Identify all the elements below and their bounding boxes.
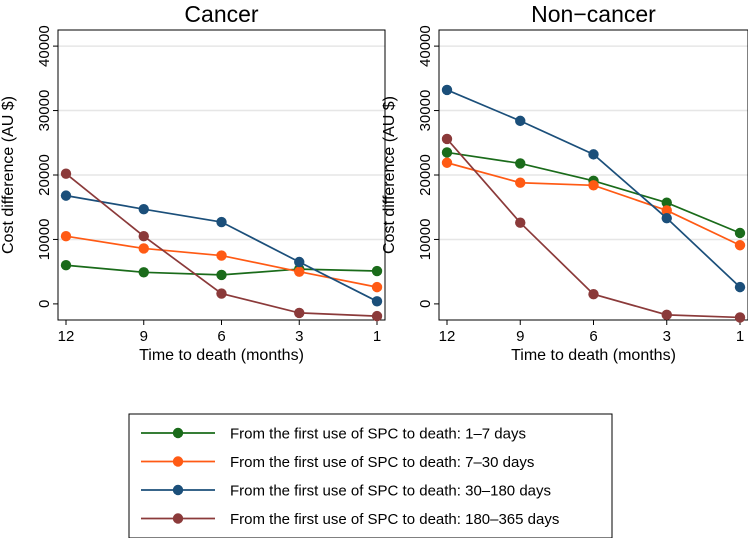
data-point [661,205,672,216]
data-point [371,265,383,277]
y-axis-label: Cost difference (AU $) [0,96,17,254]
legend-marker [172,513,184,524]
data-point [588,149,599,160]
data-point [588,180,599,191]
data-point [661,212,672,224]
data-point [371,310,383,322]
legend: From the first use of SPC to death: 1–7 … [128,413,613,538]
x-tick-label: 12 [439,328,456,345]
y-axis-label: Cost difference (AU $) [381,96,398,254]
data-point [60,168,72,179]
data-point [515,177,526,188]
chart-panel-cancer: Cancer 0 10000 20000 30000 40000 12 9 6 3 1 Time to… [0,1,386,364]
legend-item: From the first use of SPC to death: 180–… [141,511,559,528]
y-tick-label: 40000 [417,25,434,67]
data-point [515,158,526,169]
data-point [60,190,72,201]
x-axis-label: Time to death (months) [139,347,304,364]
data-point [216,269,227,281]
x-tick-label: 3 [295,328,303,345]
x-axis-label: Time to death (months) [511,347,676,364]
chart-title: Cancer [184,1,258,27]
y-tick-label: 30000 [417,90,434,132]
data-point [441,147,453,158]
data-point [661,197,672,208]
data-point [294,307,305,319]
legend-label: From the first use of SPC to death: 30–1… [230,483,551,500]
data-point [661,309,672,321]
data-point [515,115,526,127]
legend-label: From the first use of SPC to death: 1–7 … [230,426,526,443]
data-point [216,250,227,261]
data-point [138,243,149,254]
x-tick-label: 12 [58,328,75,345]
legend-label: From the first use of SPC to death: 180–… [230,511,559,528]
chart-title: Non−cancer [531,1,656,27]
legend-item: From the first use of SPC to death: 30–1… [141,483,551,500]
x-tick-label: 9 [516,328,524,345]
data-point [734,312,746,323]
data-point [734,281,746,293]
data-point [216,216,227,228]
legend-item: From the first use of SPC to death: 7–30… [141,454,534,471]
data-point [294,256,305,268]
x-tick-label: 1 [373,328,381,345]
y-tick-label: 40000 [36,25,53,67]
y-tick-label: 20000 [417,154,434,196]
x-tick-label: 3 [663,328,671,345]
data-point [588,289,599,300]
data-point [60,231,72,242]
data-point [138,231,149,242]
y-tick-label: 0 [417,300,434,308]
legend-label: From the first use of SPC to death: 7–30… [230,454,534,471]
data-point [441,133,453,145]
data-point [371,296,383,307]
data-point [371,281,383,293]
legend-marker [172,456,184,467]
x-tick-label: 6 [589,328,597,345]
data-point [441,84,453,96]
legend-marker [172,427,184,439]
data-point [60,260,72,271]
data-point [138,203,149,215]
y-tick-label: 10000 [417,219,434,261]
x-tick-label: 6 [217,328,225,345]
chart-panel-non-cancer: Non−cancer 0 10000 20000 30000 40000 12 9 6 3 1 Tim… [381,1,748,364]
data-point [138,267,149,278]
legend-box [128,413,613,538]
legend-item: From the first use of SPC to death: 1–7 … [141,426,526,443]
data-point [515,217,526,228]
data-point [441,157,453,168]
y-tick-label: 0 [36,300,53,308]
y-tick-label: 20000 [36,154,53,196]
y-tick-label: 30000 [36,90,53,132]
data-point [294,266,305,277]
data-point [734,240,746,251]
legend-marker [172,484,184,496]
x-tick-label: 1 [736,328,744,345]
x-tick-label: 9 [140,328,148,345]
y-tick-label: 10000 [36,219,53,261]
data-point [734,227,746,239]
data-point [216,288,227,299]
